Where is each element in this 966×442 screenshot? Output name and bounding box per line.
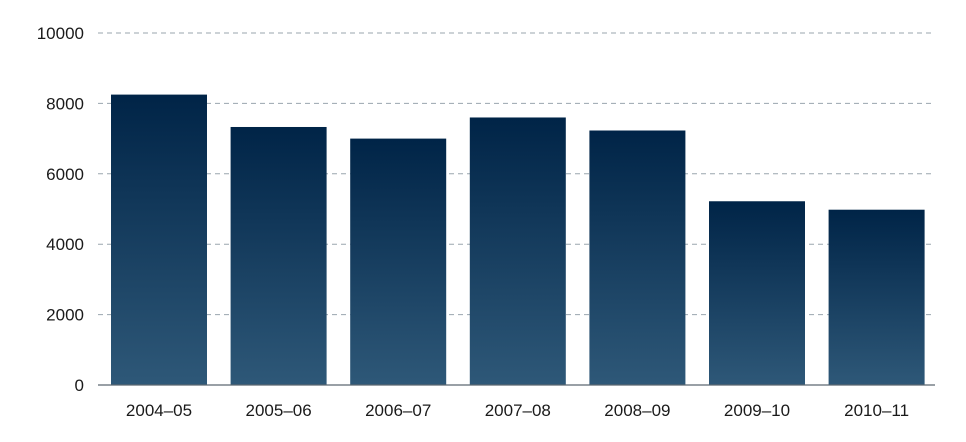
bar-2007–08 [469,117,566,385]
x-tick-label: 2008–09 [604,401,670,420]
y-tick-label: 2000 [46,306,84,325]
y-tick-label: 6000 [46,165,84,184]
y-tick-label: 4000 [46,235,84,254]
bar-2004–05 [111,94,207,385]
bar-2009–10 [709,201,805,385]
y-tick-label: 8000 [46,94,84,113]
x-tick-label: 2006–07 [365,401,431,420]
bar-2010–11 [828,209,925,385]
y-tick-label: 10000 [37,24,84,43]
x-tick-label: 2005–06 [246,401,312,420]
bars [111,94,925,385]
x-tick-label: 2010–11 [844,401,909,420]
bar-2005–06 [230,126,327,385]
x-tick-label: 2004–05 [126,401,192,420]
x-tick-label: 2009–10 [724,401,790,420]
bar-2006–07 [350,138,447,385]
y-axis-ticks: 0 2000 4000 6000 8000 10000 [37,24,84,395]
y-tick-label: 0 [75,376,84,395]
x-tick-label: 2007–08 [485,401,551,420]
bar-2008–09 [589,130,686,385]
x-axis-ticks: 2004–05 2005–06 2006–07 2007–08 2008–09 2009–… [126,401,909,420]
